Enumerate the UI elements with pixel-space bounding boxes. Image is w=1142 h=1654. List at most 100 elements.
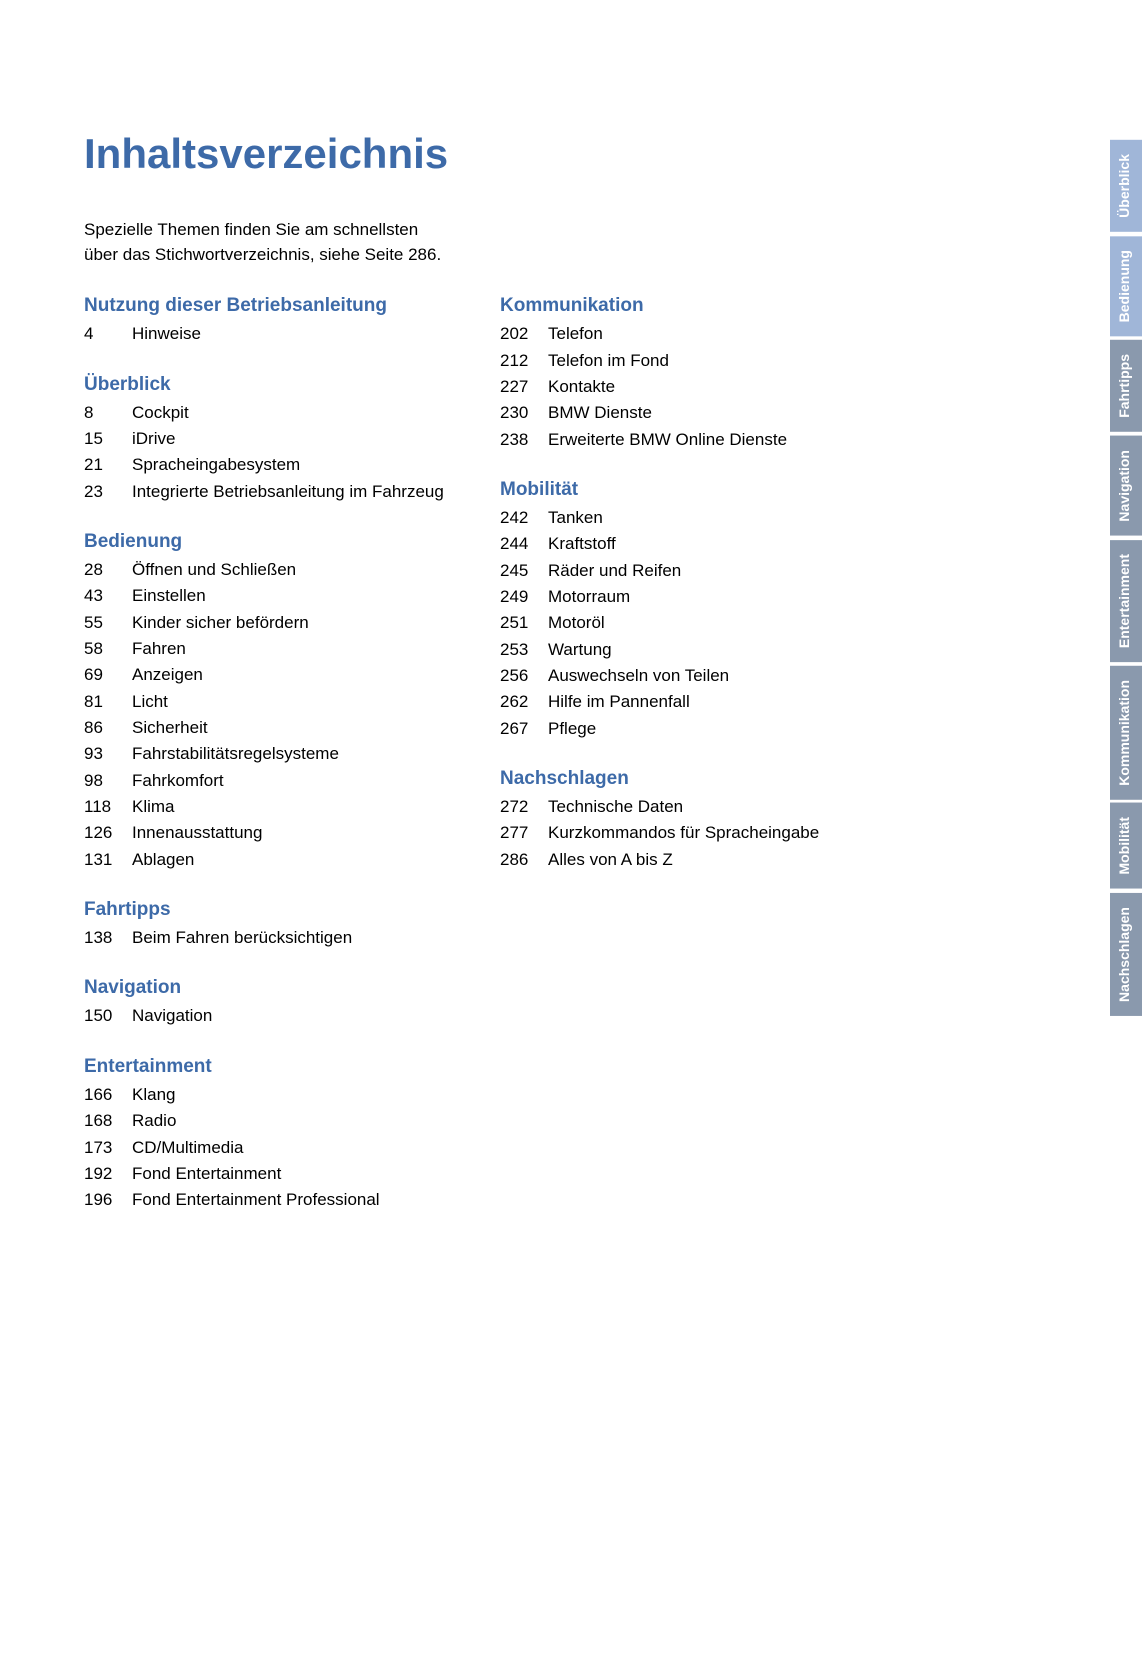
toc-section-heading: Mobilität [500,479,880,501]
toc-entry-label: Sicherheit [132,715,464,741]
toc-entry[interactable]: 227Kontakte [500,374,880,400]
toc-entry[interactable]: 81Licht [84,689,464,715]
toc-entry[interactable]: 245Räder und Reifen [500,558,880,584]
toc-page-number: 28 [84,557,132,583]
toc-entry-label: CD/Multimedia [132,1135,464,1161]
toc-page-number: 93 [84,741,132,767]
side-tab[interactable]: Entertainment [1110,540,1142,662]
toc-page-number: 253 [500,637,548,663]
intro-text: Spezielle Themen finden Sie am schnellst… [84,218,454,267]
toc-section-heading: Überblick [84,374,464,396]
toc-entry[interactable]: 86Sicherheit [84,715,464,741]
toc-entry[interactable]: 251Motoröl [500,610,880,636]
toc-entry[interactable]: 192Fond Entertainment [84,1161,464,1187]
side-tab[interactable]: Überblick [1110,140,1142,232]
toc-entry[interactable]: 262Hilfe im Pannenfall [500,689,880,715]
toc-entry-label: Pflege [548,716,880,742]
toc-entry[interactable]: 98Fahrkomfort [84,768,464,794]
toc-entry[interactable]: 23Integrierte Betriebsanleitung im Fahrz… [84,479,464,505]
toc-entry[interactable]: 166Klang [84,1082,464,1108]
toc-entry[interactable]: 131Ablagen [84,847,464,873]
toc-entry[interactable]: 15iDrive [84,426,464,452]
toc-section: Kommunikation 202Telefon212Telefon im Fon… [500,295,880,453]
toc-section-heading: Nachschlagen [500,768,880,790]
toc-page-number: 23 [84,479,132,505]
toc-entry[interactable]: 126Innenausstattung [84,820,464,846]
toc-entry[interactable]: 55Kinder sicher befördern [84,610,464,636]
toc-entry[interactable]: 28Öffnen und Schließen [84,557,464,583]
toc-entry-label: Hinweise [132,321,464,347]
toc-entry[interactable]: 202Telefon [500,321,880,347]
toc-entry[interactable]: 244Kraftstoff [500,531,880,557]
toc-entry[interactable]: 272Technische Daten [500,794,880,820]
side-tab[interactable]: Kommunikation [1110,666,1142,800]
toc-entry[interactable]: 256Auswechseln von Teilen [500,663,880,689]
side-tab[interactable]: Nachschlagen [1110,893,1142,1016]
toc-entry-label: Spracheingabesystem [132,452,464,478]
toc-entry[interactable]: 93Fahrstabilitätsregelsysteme [84,741,464,767]
side-tab[interactable]: Fahrtipps [1110,340,1142,432]
toc-entry[interactable]: 4Hinweise [84,321,464,347]
toc-entry[interactable]: 242Tanken [500,505,880,531]
side-tab[interactable]: Bedienung [1110,236,1142,336]
toc-entry[interactable]: 58Fahren [84,636,464,662]
toc-entry[interactable]: 168Radio [84,1108,464,1134]
toc-column-right: Kommunikation 202Telefon212Telefon im Fon… [500,295,880,1239]
toc-entry-label: Telefon im Fond [548,348,880,374]
toc-entry[interactable]: 43Einstellen [84,583,464,609]
toc-entry[interactable]: 138Beim Fahren berücksichtigen [84,925,464,951]
toc-page-number: 202 [500,321,548,347]
toc-entry-label: Einstellen [132,583,464,609]
toc-entry-label: Kinder sicher befördern [132,610,464,636]
toc-entry[interactable]: 150Navigation [84,1003,464,1029]
toc-entry[interactable]: 267Pflege [500,716,880,742]
toc-page-number: 118 [84,794,132,820]
toc-entry-label: Fahrstabilitätsregelsysteme [132,741,464,767]
toc-entry-label: Alles von A bis Z [548,847,880,873]
toc-entry[interactable]: 249Motorraum [500,584,880,610]
toc-entry[interactable]: 230BMW Dienste [500,400,880,426]
toc-page-number: 277 [500,820,548,846]
toc-entry[interactable]: 253Wartung [500,637,880,663]
toc-section-heading: Kommunikation [500,295,880,317]
toc-entry-label: Licht [132,689,464,715]
toc-entry-label: Cockpit [132,400,464,426]
toc-page-number: 227 [500,374,548,400]
toc-entry[interactable]: 118Klima [84,794,464,820]
toc-entry-label: Kontakte [548,374,880,400]
toc-page-number: 262 [500,689,548,715]
toc-entry-label: Beim Fahren berücksichtigen [132,925,464,951]
toc-entry[interactable]: 69Anzeigen [84,662,464,688]
toc-entry-label: BMW Dienste [548,400,880,426]
toc-entry-label: Fahrkomfort [132,768,464,794]
toc-entry-label: Kurzkommandos für Spracheingabe [548,820,880,846]
side-tab[interactable]: Mobilität [1110,803,1142,889]
toc-column-left: Nutzung dieser Betriebsanleitung4Hinweis… [84,295,464,1239]
toc-entry-label: Klang [132,1082,464,1108]
toc-entry[interactable]: 212Telefon im Fond [500,348,880,374]
toc-entry[interactable]: 238Erweiterte BMW Online Dienste [500,427,880,453]
toc-entry-label: Innenausstattung [132,820,464,846]
toc-section: Fahrtipps138Beim Fahren berücksichtigen [84,899,464,951]
toc-page-number: 256 [500,663,548,689]
toc-entry[interactable]: 277Kurzkommandos für Spracheingabe [500,820,880,846]
toc-entry[interactable]: 21Spracheingabesystem [84,452,464,478]
toc-page-number: 249 [500,584,548,610]
toc-page-number: 267 [500,716,548,742]
toc-page-number: 126 [84,820,132,846]
toc-page-number: 15 [84,426,132,452]
toc-entry-label: Fond Entertainment Professional [132,1187,464,1213]
toc-page-number: 192 [84,1161,132,1187]
toc-section: Nachschlagen 272Technische Daten277Kurzko… [500,768,880,873]
side-tab[interactable]: Navigation [1110,436,1142,536]
toc-entry-label: Auswechseln von Teilen [548,663,880,689]
toc-entry[interactable]: 8Cockpit [84,400,464,426]
toc-entry-label: Integrierte Betriebsanleitung im Fahrzeu… [132,479,464,505]
toc-entry[interactable]: 196Fond Entertainment Professional [84,1187,464,1213]
toc-page-number: 245 [500,558,548,584]
toc-entry[interactable]: 173CD/Multimedia [84,1135,464,1161]
toc-entry-label: Radio [132,1108,464,1134]
toc-page-number: 4 [84,321,132,347]
page-title: Inhaltsverzeichnis [84,130,920,178]
toc-entry[interactable]: 286Alles von A bis Z [500,847,880,873]
